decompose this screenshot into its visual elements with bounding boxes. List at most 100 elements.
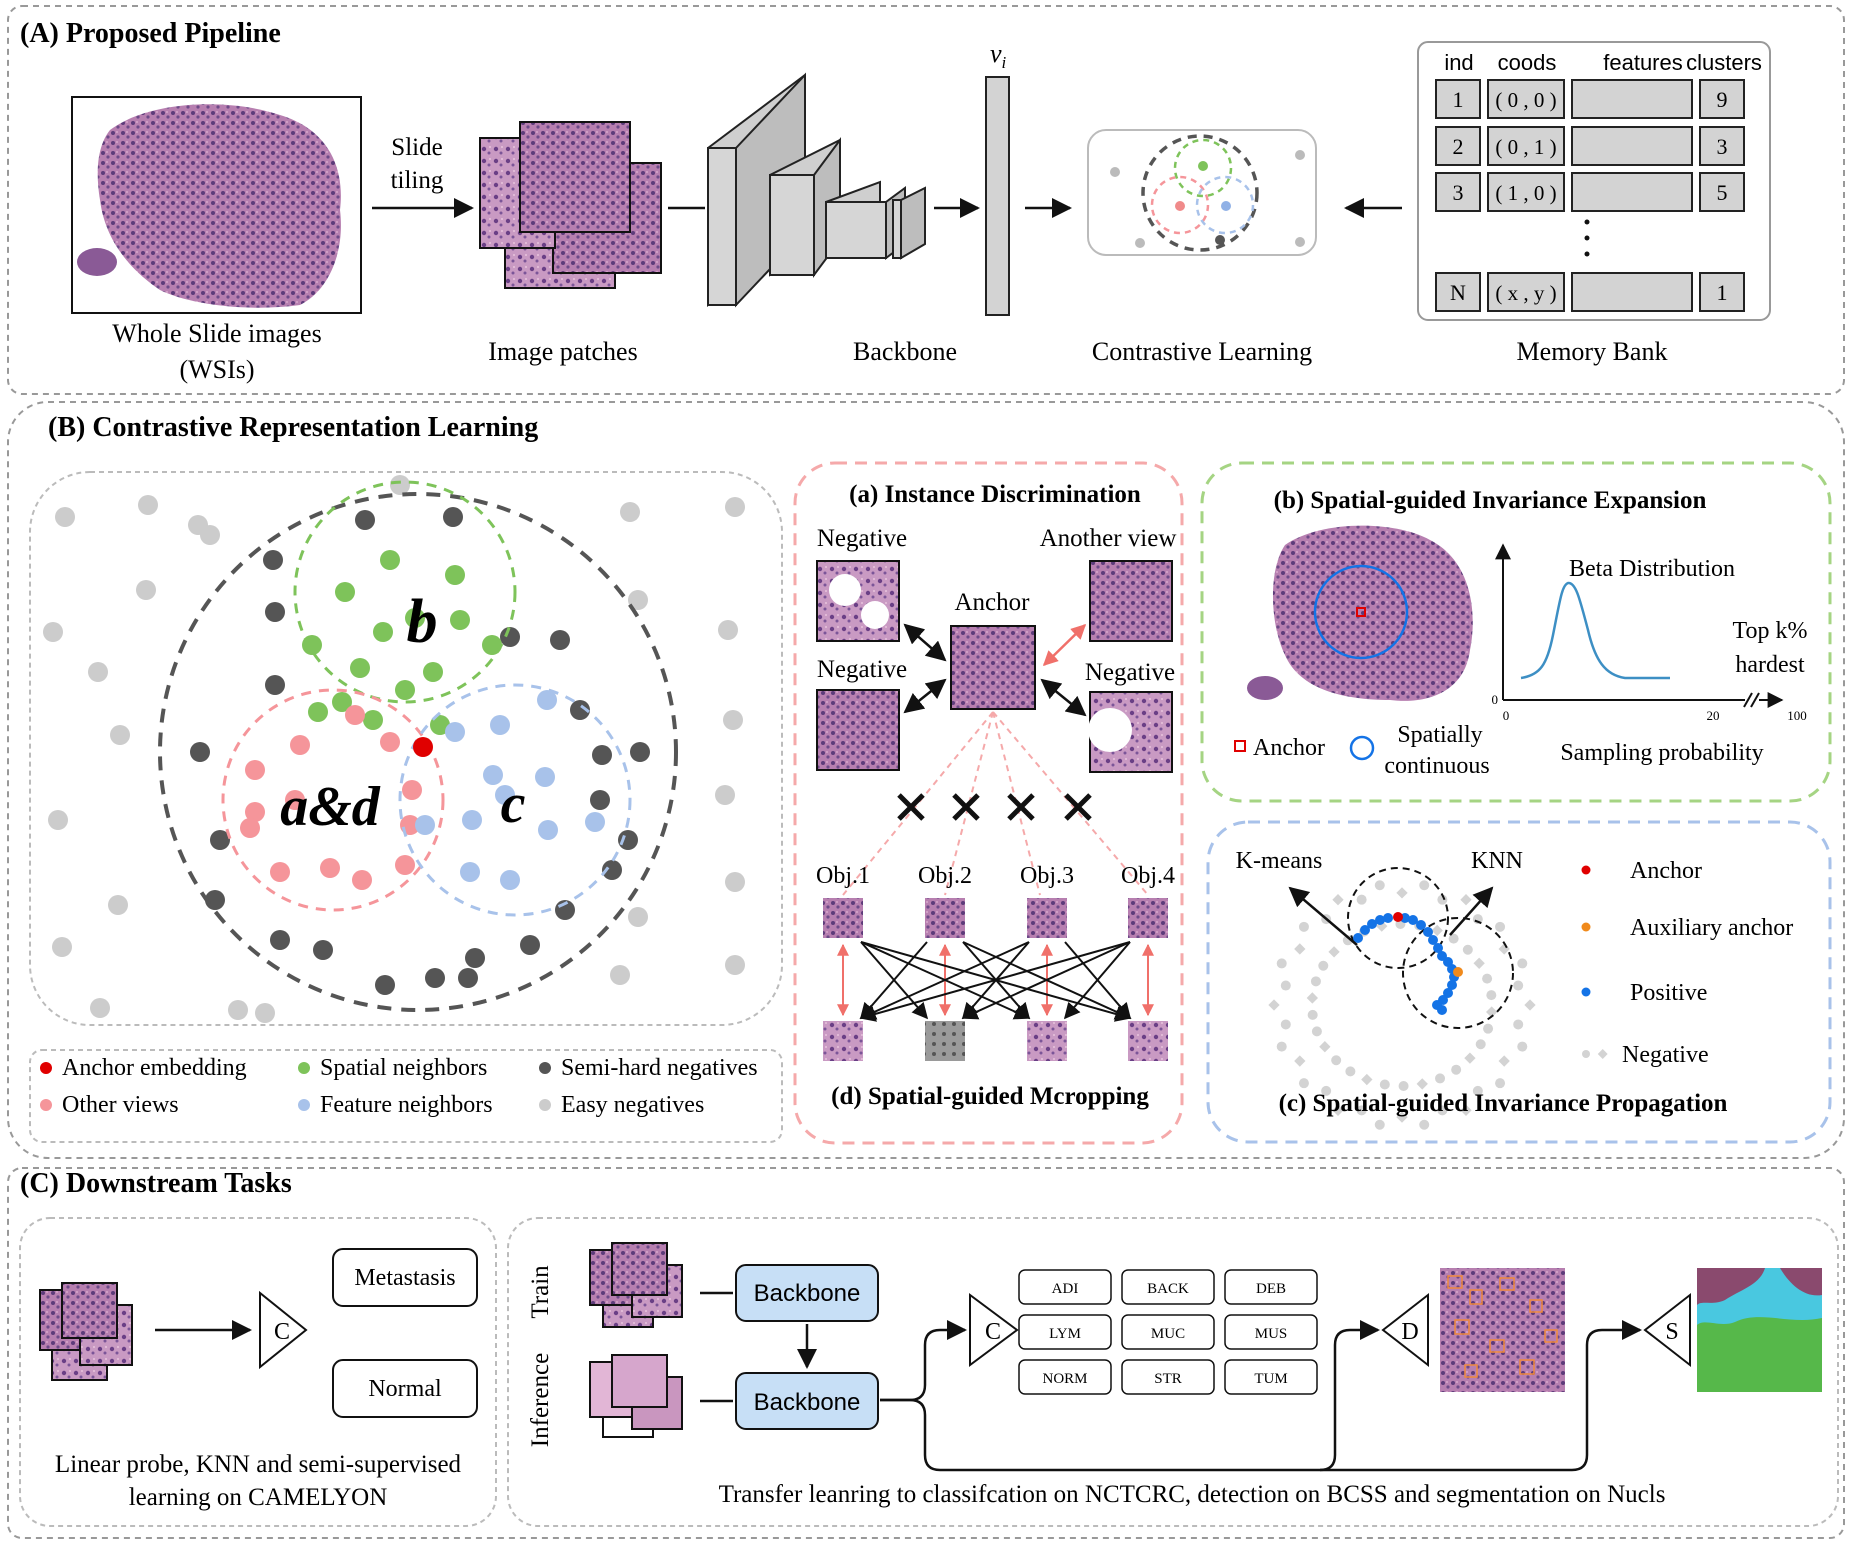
cl-dot-green bbox=[1198, 161, 1208, 171]
legend-item: Feature neighbors bbox=[320, 1092, 493, 1118]
wsi-tissue bbox=[97, 104, 341, 308]
legend-swatch bbox=[1581, 987, 1591, 997]
panel-b-subtitle: (b) Spatial-guided Invariance Expansion bbox=[1274, 487, 1707, 514]
embedding-dot bbox=[725, 872, 745, 892]
cl-dot-e3 bbox=[1135, 238, 1145, 248]
aux-circle bbox=[1402, 917, 1514, 1029]
left-caption-2: learning on CAMELYON bbox=[129, 1484, 388, 1511]
embedding-dot bbox=[395, 680, 415, 700]
embedding-dot bbox=[380, 732, 400, 752]
class-label: LYM bbox=[1049, 1326, 1081, 1342]
negative-point bbox=[1419, 1119, 1430, 1130]
embedding-dot bbox=[500, 627, 520, 647]
embedding-dot bbox=[570, 700, 590, 720]
bank-cluster: 5 bbox=[1717, 180, 1728, 205]
knn-arrow bbox=[1449, 886, 1494, 936]
negative-point bbox=[1437, 1105, 1448, 1116]
negative-point bbox=[1374, 880, 1385, 891]
wsi-label-1: Whole Slide images bbox=[112, 319, 321, 348]
classifier-c: C bbox=[274, 1319, 290, 1345]
class-box bbox=[1018, 1359, 1112, 1395]
beta-curve bbox=[1520, 581, 1670, 680]
bank-coords: ( 0 , 0 ) bbox=[1495, 88, 1556, 112]
embedding-dot bbox=[628, 907, 648, 927]
ellipsis-dot bbox=[1584, 219, 1590, 225]
head-d-triangle bbox=[1381, 1292, 1429, 1368]
neg-patch-2 bbox=[816, 689, 900, 771]
bank-header: features bbox=[1603, 50, 1683, 75]
patch-front bbox=[519, 121, 631, 233]
legend-swatch bbox=[1581, 922, 1591, 932]
legend-item: Other views bbox=[62, 1092, 179, 1118]
embedding-dot bbox=[355, 510, 375, 530]
panel-a-frame bbox=[7, 5, 1845, 395]
embedding-legend: Anchor embedding Spatial neighbors Semi-ha… bbox=[40, 1055, 758, 1118]
obj-bottom-patch bbox=[1128, 1021, 1168, 1061]
legend-swatch bbox=[539, 1062, 551, 1074]
embedding-dot bbox=[380, 550, 400, 570]
embedding-dot bbox=[290, 735, 310, 755]
class-label: DEB bbox=[1256, 1281, 1286, 1297]
embedding-dot bbox=[90, 998, 110, 1018]
topk-1: Top k% bbox=[1733, 618, 1808, 644]
embedding-dot bbox=[110, 725, 130, 745]
head-c: C bbox=[985, 1319, 1001, 1345]
class-label: STR bbox=[1154, 1371, 1182, 1387]
embedding-dot bbox=[423, 662, 443, 682]
beta-y0: 0 bbox=[1492, 692, 1499, 707]
legend-swatch bbox=[40, 1099, 52, 1111]
bank-coords: ( 0 , 1 ) bbox=[1495, 135, 1556, 159]
positive-point bbox=[1423, 927, 1433, 937]
another-view-label: Another view bbox=[1040, 525, 1177, 552]
negative-point bbox=[1298, 921, 1309, 932]
class-label: BACK bbox=[1147, 1281, 1189, 1297]
objects-grid: Obj.1 Obj.2 Obj.3 Obj.4 bbox=[816, 863, 1175, 1061]
embedding-dot bbox=[405, 608, 425, 628]
inf-patch-4 bbox=[611, 1354, 668, 1408]
anchor-embedding bbox=[413, 737, 433, 757]
embedding-dot bbox=[320, 858, 340, 878]
negative-point bbox=[1276, 958, 1287, 969]
embedding-dot bbox=[43, 622, 63, 642]
embedding-space bbox=[43, 475, 745, 1023]
embedding-dot bbox=[313, 940, 333, 960]
embedding-dot bbox=[265, 602, 285, 622]
embedding-dot bbox=[462, 810, 482, 830]
negative-point bbox=[1298, 1078, 1309, 1089]
negative-point bbox=[1361, 1073, 1373, 1086]
head-connectors bbox=[880, 1320, 1642, 1472]
negative-point bbox=[1332, 894, 1344, 906]
b-anchor-square bbox=[1356, 607, 1366, 617]
negative-point bbox=[1310, 976, 1321, 987]
b-spatial-legend-2: continuous bbox=[1384, 753, 1489, 779]
negative-point bbox=[1268, 999, 1280, 1011]
embedding-dot bbox=[718, 620, 738, 640]
embedding-dot bbox=[308, 702, 328, 722]
negative-point bbox=[1294, 943, 1306, 955]
negative-point bbox=[1396, 1111, 1408, 1123]
negative-point bbox=[1396, 887, 1408, 899]
negative-point bbox=[1435, 1073, 1446, 1084]
panel-ad-frame bbox=[793, 461, 1184, 1145]
embedding-dot bbox=[445, 565, 465, 585]
embedding-dot bbox=[450, 610, 470, 630]
obj-cross-arrow bbox=[859, 941, 1030, 1020]
embedding-dot bbox=[630, 742, 650, 762]
cross-marks bbox=[897, 793, 1092, 821]
negative-point bbox=[1276, 1041, 1287, 1052]
auxiliary-anchor-point bbox=[1453, 967, 1463, 977]
bank-header: ind bbox=[1444, 50, 1473, 75]
neg-label-2: Negative bbox=[817, 656, 907, 683]
negative-point bbox=[1280, 1019, 1291, 1030]
embedding-dot bbox=[390, 475, 410, 495]
negative-point bbox=[1486, 1006, 1498, 1018]
positive-point bbox=[1416, 920, 1426, 930]
embedding-dot bbox=[610, 965, 630, 985]
beta-tick: 20 bbox=[1707, 708, 1720, 723]
other-views-ring bbox=[221, 688, 445, 912]
bank-coords: ( x , y ) bbox=[1495, 281, 1556, 305]
class-label: ADI bbox=[1052, 1281, 1079, 1297]
b-wsi-tissue bbox=[1272, 525, 1473, 701]
obj-bottom-patch bbox=[823, 1021, 863, 1061]
class-box bbox=[1224, 1269, 1318, 1305]
